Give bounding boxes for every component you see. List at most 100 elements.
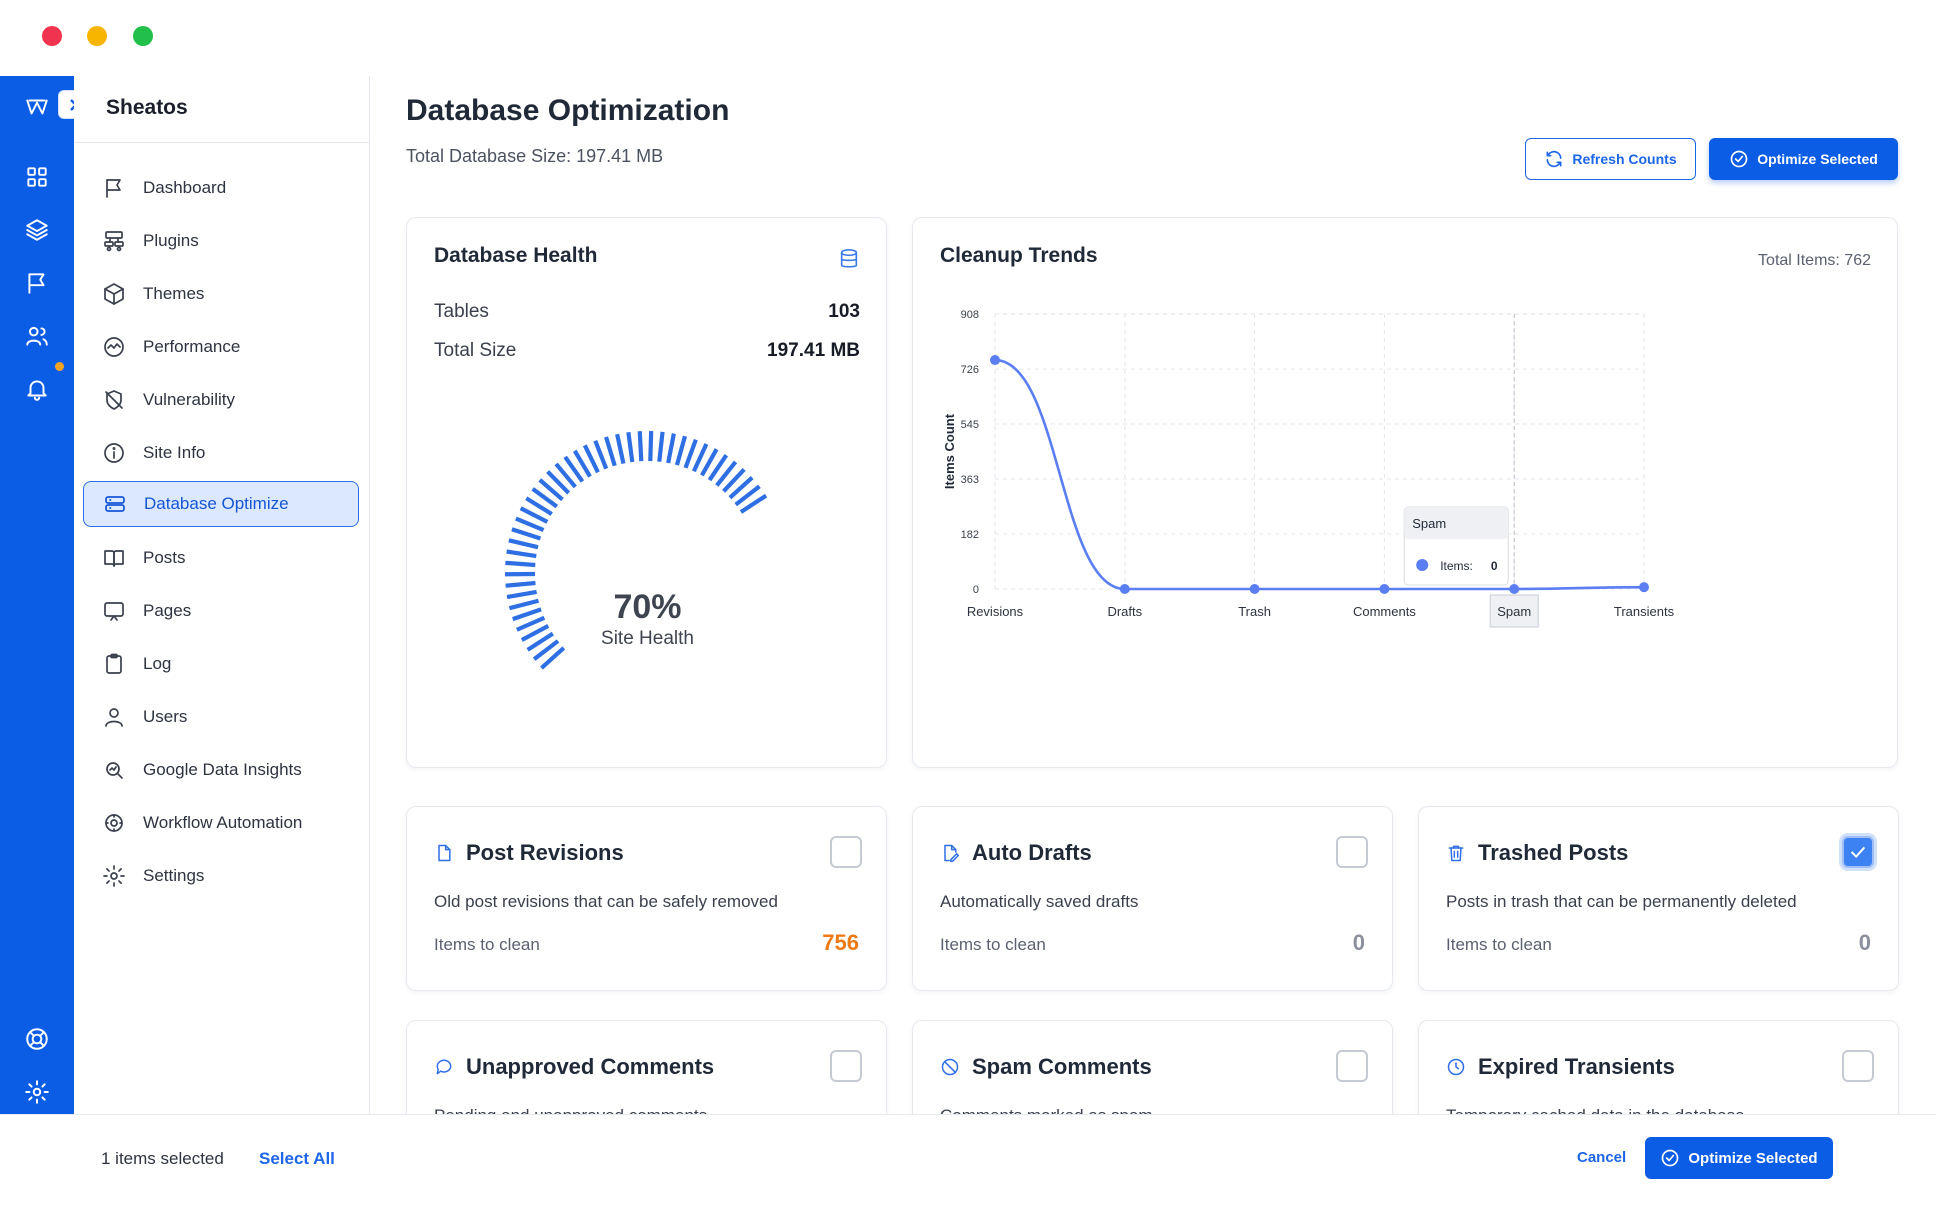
lifebuoy-icon[interactable]: [22, 1024, 52, 1054]
sidebar-item-label: Vulnerability: [143, 390, 235, 409]
tooltip-value: 0: [1491, 559, 1498, 573]
bell-icon[interactable]: [22, 374, 52, 404]
items-count: 0: [1352, 930, 1365, 955]
card-title: Database Health: [434, 244, 598, 267]
gauge-tick: [563, 455, 585, 483]
w-logo-icon[interactable]: [22, 92, 52, 122]
cancel-button[interactable]: Cancel: [1577, 1149, 1627, 1166]
option-checkbox[interactable]: [1336, 836, 1368, 868]
gauge-tick: [582, 444, 600, 474]
maximize-window-button[interactable]: [133, 26, 153, 46]
flag-icon[interactable]: [22, 268, 52, 298]
data-point: [1509, 584, 1520, 594]
gauge-tick: [519, 506, 549, 524]
sidebar-item-google-data-insights[interactable]: Google Data Insights: [83, 747, 359, 793]
check-circle-icon: [1730, 150, 1748, 168]
close-window-button[interactable]: [42, 26, 62, 46]
check-icon: [1850, 846, 1866, 859]
plugin-icon: [101, 228, 127, 254]
data-point: [990, 355, 1000, 366]
sidebar-item-pages[interactable]: Pages: [83, 588, 359, 634]
gauge-tick: [593, 439, 609, 470]
gauge-tick: [683, 438, 698, 469]
gauge-tick: [546, 470, 571, 495]
card-title: Cleanup Trends: [940, 244, 1098, 267]
sidebar-item-dashboard[interactable]: Dashboard: [83, 165, 359, 211]
select-all-link[interactable]: Select All: [259, 1149, 335, 1168]
monitor-icon: [101, 598, 127, 624]
sidebar-item-plugins[interactable]: Plugins: [83, 218, 359, 264]
gauge-tick: [626, 431, 635, 463]
x-tick-highlight: [1489, 594, 1539, 628]
tables-value: 103: [828, 301, 860, 322]
sidebar-item-themes[interactable]: Themes: [83, 271, 359, 317]
gauge-tick: [734, 484, 761, 507]
trash-icon: [1448, 845, 1464, 862]
sidebar-item-label: Posts: [143, 548, 186, 567]
tooltip-header: [1404, 507, 1509, 539]
refresh-counts-button[interactable]: Refresh Counts: [1525, 138, 1696, 180]
sidebar-item-label: Workflow Automation: [143, 813, 303, 832]
gauge-tick: [728, 476, 754, 500]
book-icon: [101, 545, 127, 571]
edit-file-icon: [944, 844, 960, 863]
option-checkbox[interactable]: [830, 1050, 862, 1082]
brand-name: Sheatos: [106, 96, 188, 119]
option-title: Expired Transients: [1478, 1054, 1675, 1079]
x-tick-label: Transients: [1614, 604, 1675, 619]
option-checkbox[interactable]: [1336, 1050, 1368, 1082]
option-checkbox[interactable]: [1842, 1050, 1874, 1082]
footer-optimize-selected-button[interactable]: Optimize Selected: [1645, 1137, 1833, 1179]
refresh-counts-label: Refresh Counts: [1572, 151, 1677, 167]
sidebar-item-log[interactable]: Log: [83, 641, 359, 687]
optimize-selected-label: Optimize Selected: [1757, 151, 1878, 167]
users-icon[interactable]: [22, 321, 52, 351]
gauge-tick: [700, 448, 719, 477]
insights-icon: [101, 757, 127, 783]
items-to-clean-label: Items to clean: [434, 935, 540, 954]
y-tick-label: 726: [961, 364, 979, 376]
sidebar: Sheatos Dashboard Plugins Themes Perform…: [74, 76, 370, 1114]
refresh-icon: [1546, 150, 1562, 168]
selected-count: 1 items selected: [101, 1149, 224, 1168]
x-tick-label: Comments: [1353, 604, 1416, 619]
option-checkbox[interactable]: [830, 836, 862, 868]
gear-icon[interactable]: [22, 1077, 52, 1107]
sidebar-item-label: Settings: [143, 866, 205, 885]
gear-icon: [101, 863, 127, 889]
sidebar-item-users[interactable]: Users: [83, 694, 359, 740]
gauge-tick: [637, 431, 644, 462]
gauge-tick: [691, 443, 709, 473]
sidebar-item-settings[interactable]: Settings: [83, 853, 359, 899]
gauge-tick: [506, 589, 537, 600]
gauge-tick: [520, 624, 550, 642]
option-title: Auto Drafts: [972, 840, 1092, 865]
option-title: Spam Comments: [972, 1054, 1152, 1079]
option-description: Posts in trash that can be permanently d…: [1446, 892, 1797, 911]
sidebar-item-posts[interactable]: Posts: [83, 535, 359, 581]
minimize-window-button[interactable]: [87, 26, 107, 46]
sidebar-item-workflow-automation[interactable]: Workflow Automation: [83, 800, 359, 846]
database-icon: [102, 491, 128, 517]
sidebar-item-label: Dashboard: [143, 178, 227, 197]
site-health-percent: 70%: [613, 588, 682, 626]
option-card-auto-drafts: Auto Drafts Automatically saved drafts I…: [912, 806, 1393, 991]
items-to-clean-label: Items to clean: [940, 935, 1046, 954]
data-point: [1379, 584, 1390, 594]
sidebar-item-performance[interactable]: Performance: [83, 324, 359, 370]
tooltip-marker: [1416, 559, 1429, 571]
sidebar-item-database-optimize[interactable]: Database Optimize: [83, 481, 359, 527]
window-titlebar: [0, 0, 1936, 76]
grid-icon[interactable]: [22, 162, 52, 192]
x-tick-label: Trash: [1238, 604, 1271, 619]
sidebar-item-site-info[interactable]: Site Info: [83, 430, 359, 476]
option-checkbox[interactable]: [1842, 836, 1874, 868]
optimize-selected-button[interactable]: Optimize Selected: [1709, 138, 1898, 180]
layers-icon[interactable]: [22, 215, 52, 245]
comment-icon: [436, 1059, 452, 1075]
items-to-clean-label: Items to clean: [1446, 935, 1552, 954]
gauge-tick: [707, 454, 729, 482]
x-tick-label: Revisions: [967, 604, 1024, 619]
sidebar-item-vulnerability[interactable]: Vulnerability: [83, 377, 359, 423]
automation-icon: [101, 810, 127, 836]
